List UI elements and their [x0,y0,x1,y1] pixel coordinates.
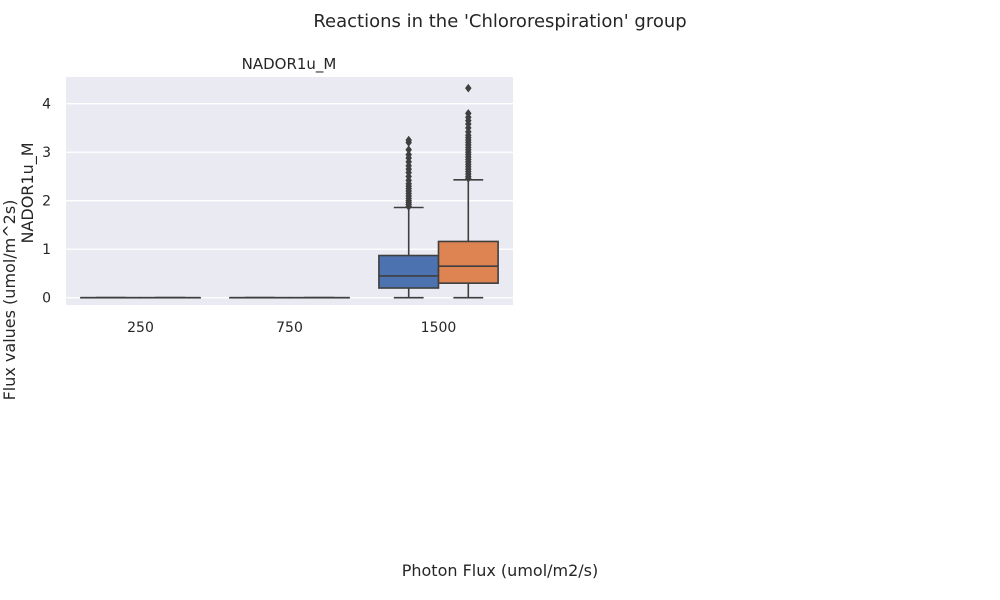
figure-title: Reactions in the 'Chlororespiration' gro… [313,11,686,32]
outlier-point [405,150,413,160]
y-tick-label: 3 [42,145,51,161]
y-tick-label: 2 [42,194,51,210]
subplot-axes: 0 1 2 3 4 250 750 1500 NADOR1u_M NADOR1u_M [18,55,513,336]
y-tick-label: 1 [42,242,51,258]
box-body [378,254,440,289]
x-tick-label: 250 [127,320,154,336]
outlier-point [464,108,472,118]
box-plot-series [80,83,499,299]
subplot-y-label: NADOR1u_M [18,142,38,243]
figure-x-label: Photon Flux (umol/m2/s) [402,561,599,580]
figure-y-label: Flux values (umol/m^2s) [0,200,19,401]
y-tick-label: 4 [42,97,51,113]
x-tick-label: 1500 [421,320,457,336]
box-1500-b [437,83,499,299]
outlier-point [464,83,472,93]
outlier-point [405,145,413,155]
x-tick-label: 750 [276,320,303,336]
outlier-point [405,135,413,145]
subplot-title: NADOR1u_M [242,55,337,74]
box-1500-a [378,135,440,299]
y-tick-label: 0 [42,291,51,307]
x-tick-labels: 250 750 1500 [127,320,456,336]
box-body [437,240,499,284]
y-tick-labels: 0 1 2 3 4 [42,97,51,307]
